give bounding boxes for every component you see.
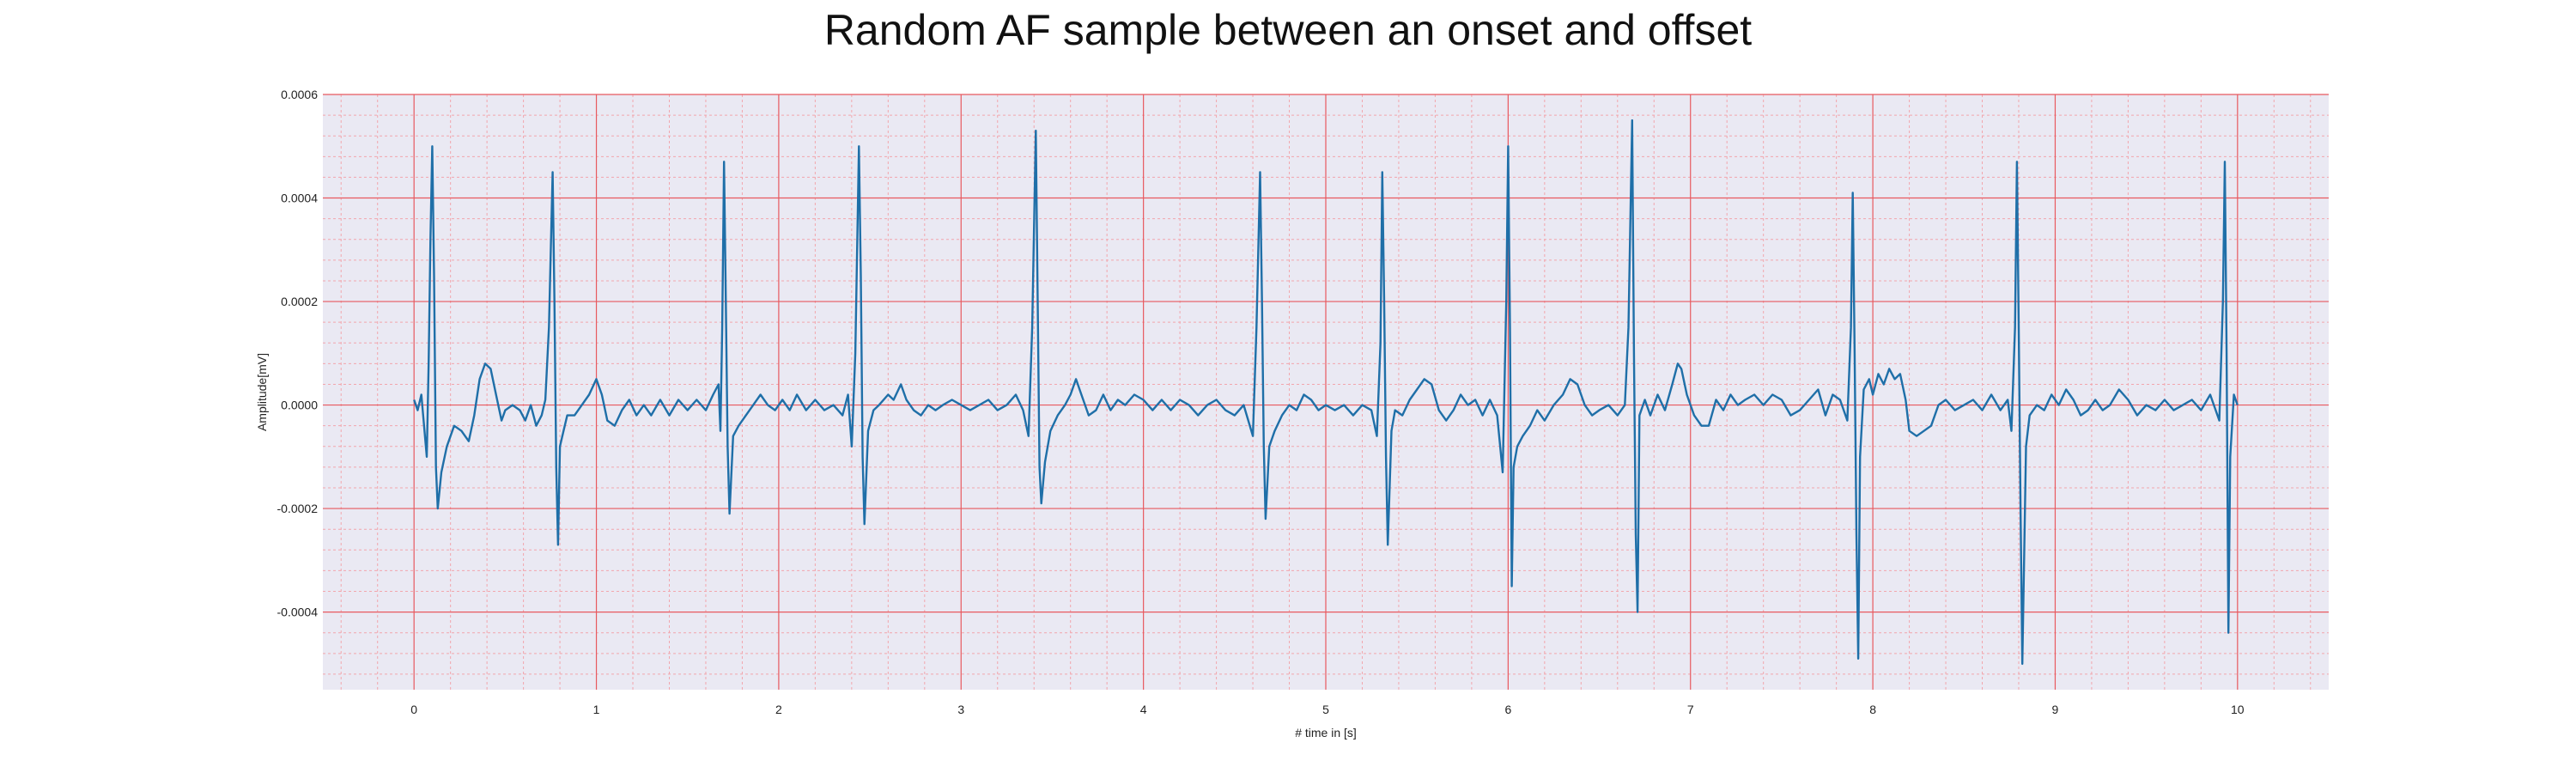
- y-tick-label: -0.0004: [277, 606, 319, 619]
- series-line: [413, 119, 2239, 666]
- y-tick-label: 0.0006: [281, 88, 318, 101]
- chart-title: Random AF sample between an onset and of…: [823, 6, 1753, 54]
- y-tick-label: 0.0000: [281, 399, 318, 412]
- x-tick-label: 10: [2231, 703, 2245, 716]
- x-tick-label: 6: [1504, 703, 1511, 716]
- y-tick-label: 0.0002: [281, 295, 318, 308]
- y-tick-label: 0.0004: [281, 192, 318, 205]
- x-tick-label: 0: [410, 703, 417, 716]
- minor-grid: [323, 94, 2329, 690]
- data-layer: [413, 119, 2239, 666]
- x-tick-label: 7: [1687, 703, 1694, 716]
- y-tick-labels: 0.0006 0.0004 0.0002 0.0000 -0.0002 -0.0004: [277, 88, 319, 619]
- x-tick-labels: 0 1 2 3 4 5 6 7 8 9 10: [410, 703, 2245, 716]
- y-axis-label: Amplitude[mV]: [255, 353, 269, 431]
- x-tick-label: 9: [2052, 703, 2059, 716]
- x-tick-label: 4: [1140, 703, 1147, 716]
- x-tick-label: 1: [593, 703, 600, 716]
- x-tick-label: 3: [957, 703, 964, 716]
- x-tick-label: 2: [775, 703, 782, 716]
- y-tick-label: -0.0002: [277, 502, 319, 515]
- x-tick-label: 8: [1869, 703, 1876, 716]
- x-tick-label: 5: [1322, 703, 1329, 716]
- x-axis-label: # time in [s]: [1295, 726, 1357, 740]
